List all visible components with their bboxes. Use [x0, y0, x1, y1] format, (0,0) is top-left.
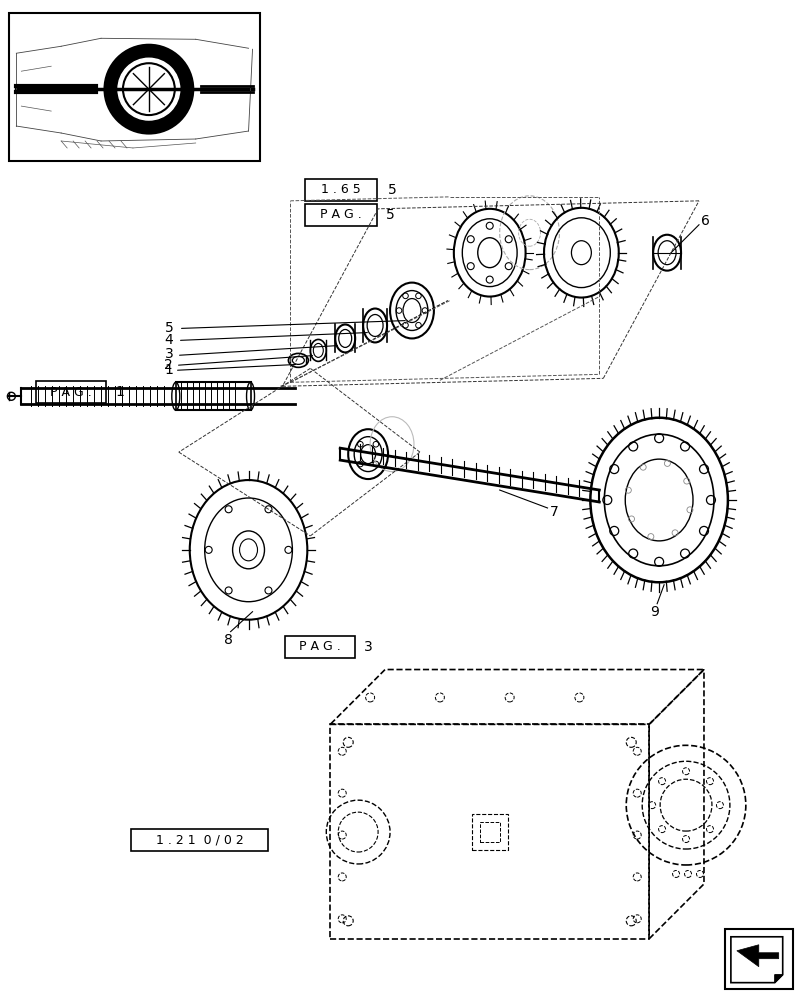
Circle shape	[109, 49, 188, 129]
Bar	[479, 822, 499, 842]
Text: 1: 1	[115, 385, 124, 399]
Circle shape	[118, 58, 179, 120]
Polygon shape	[736, 945, 778, 967]
Bar	[305, 204, 376, 226]
Text: 6: 6	[700, 214, 709, 228]
Polygon shape	[774, 975, 782, 983]
Text: 4: 4	[165, 333, 173, 347]
Text: 1: 1	[164, 363, 173, 377]
Text: P A G .: P A G .	[320, 208, 362, 221]
Bar	[131, 829, 268, 851]
Text: 3: 3	[363, 640, 372, 654]
Text: P A G .: P A G .	[299, 640, 341, 653]
Bar	[724, 929, 792, 989]
Text: 8: 8	[224, 633, 233, 647]
Bar	[305, 179, 376, 201]
Text: 9: 9	[649, 605, 658, 619]
Text: P A G .: P A G .	[50, 386, 92, 399]
Bar	[471, 814, 507, 850]
Text: 5: 5	[388, 183, 397, 197]
Polygon shape	[730, 937, 782, 983]
Text: 2: 2	[165, 358, 173, 372]
Text: 1 . 2 1  0 / 0 2: 1 . 2 1 0 / 0 2	[156, 834, 243, 847]
Text: 7: 7	[549, 505, 558, 519]
Text: 1 . 6 5: 1 . 6 5	[321, 183, 361, 196]
Bar	[10, 13, 260, 161]
Bar	[285, 636, 354, 658]
Text: 5: 5	[385, 208, 394, 222]
Bar	[36, 381, 106, 403]
Text: 5: 5	[165, 321, 173, 335]
Text: 3: 3	[165, 347, 173, 361]
